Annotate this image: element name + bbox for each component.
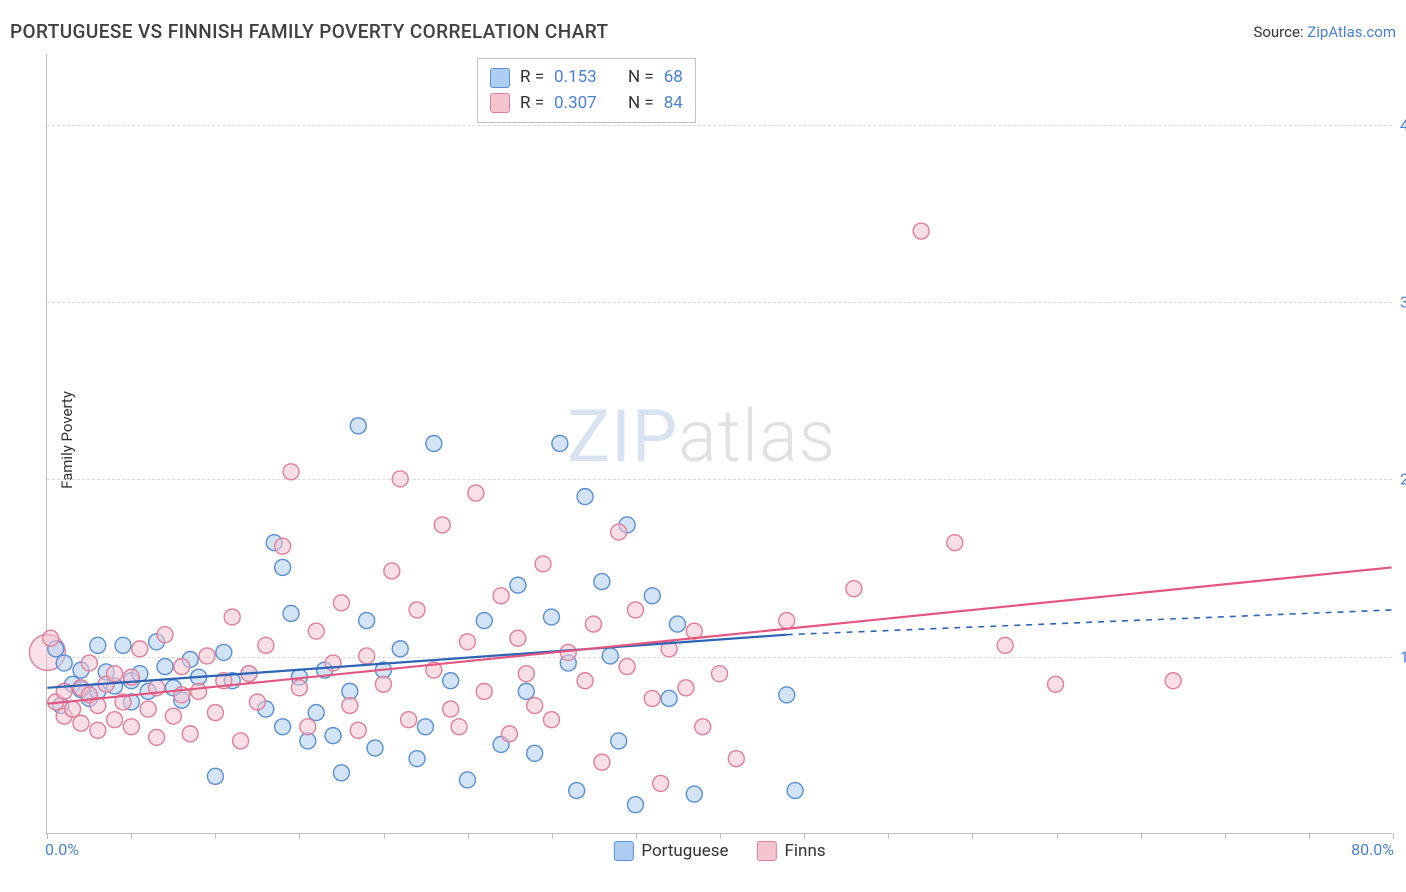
swatch-portuguese [490,68,510,88]
plot-area: ZIPatlas R = 0.153 N = 68 R = 0.307 N = … [46,54,1392,834]
y-tick-label: 20.0% [1400,470,1406,489]
y-tick-label: 10.0% [1400,647,1406,666]
swatch-portuguese [613,841,633,861]
series-legend: Portuguese Finns [613,841,825,861]
legend-item-portuguese: Portuguese [613,841,728,861]
chart-svg [47,54,1392,833]
y-tick-label: 30.0% [1400,293,1406,312]
x-axis-max-label: 80.0% [1351,840,1394,859]
swatch-finns [490,93,510,113]
correlation-stats-box: R = 0.153 N = 68 R = 0.307 N = 84 [477,58,696,123]
chart-title: PORTUGUESE VS FINNISH FAMILY POVERTY COR… [10,20,608,43]
y-tick-label: 40.0% [1400,115,1406,134]
swatch-finns [757,841,777,861]
stats-row-finns: R = 0.307 N = 84 [490,91,683,117]
x-axis-min-label: 0.0% [45,840,79,859]
source-link[interactable]: ZipAtlas.com [1307,23,1396,41]
legend-item-finns: Finns [757,841,826,861]
source-attribution: Source: ZipAtlas.com [1253,23,1396,41]
stats-row-portuguese: R = 0.153 N = 68 [490,65,683,91]
